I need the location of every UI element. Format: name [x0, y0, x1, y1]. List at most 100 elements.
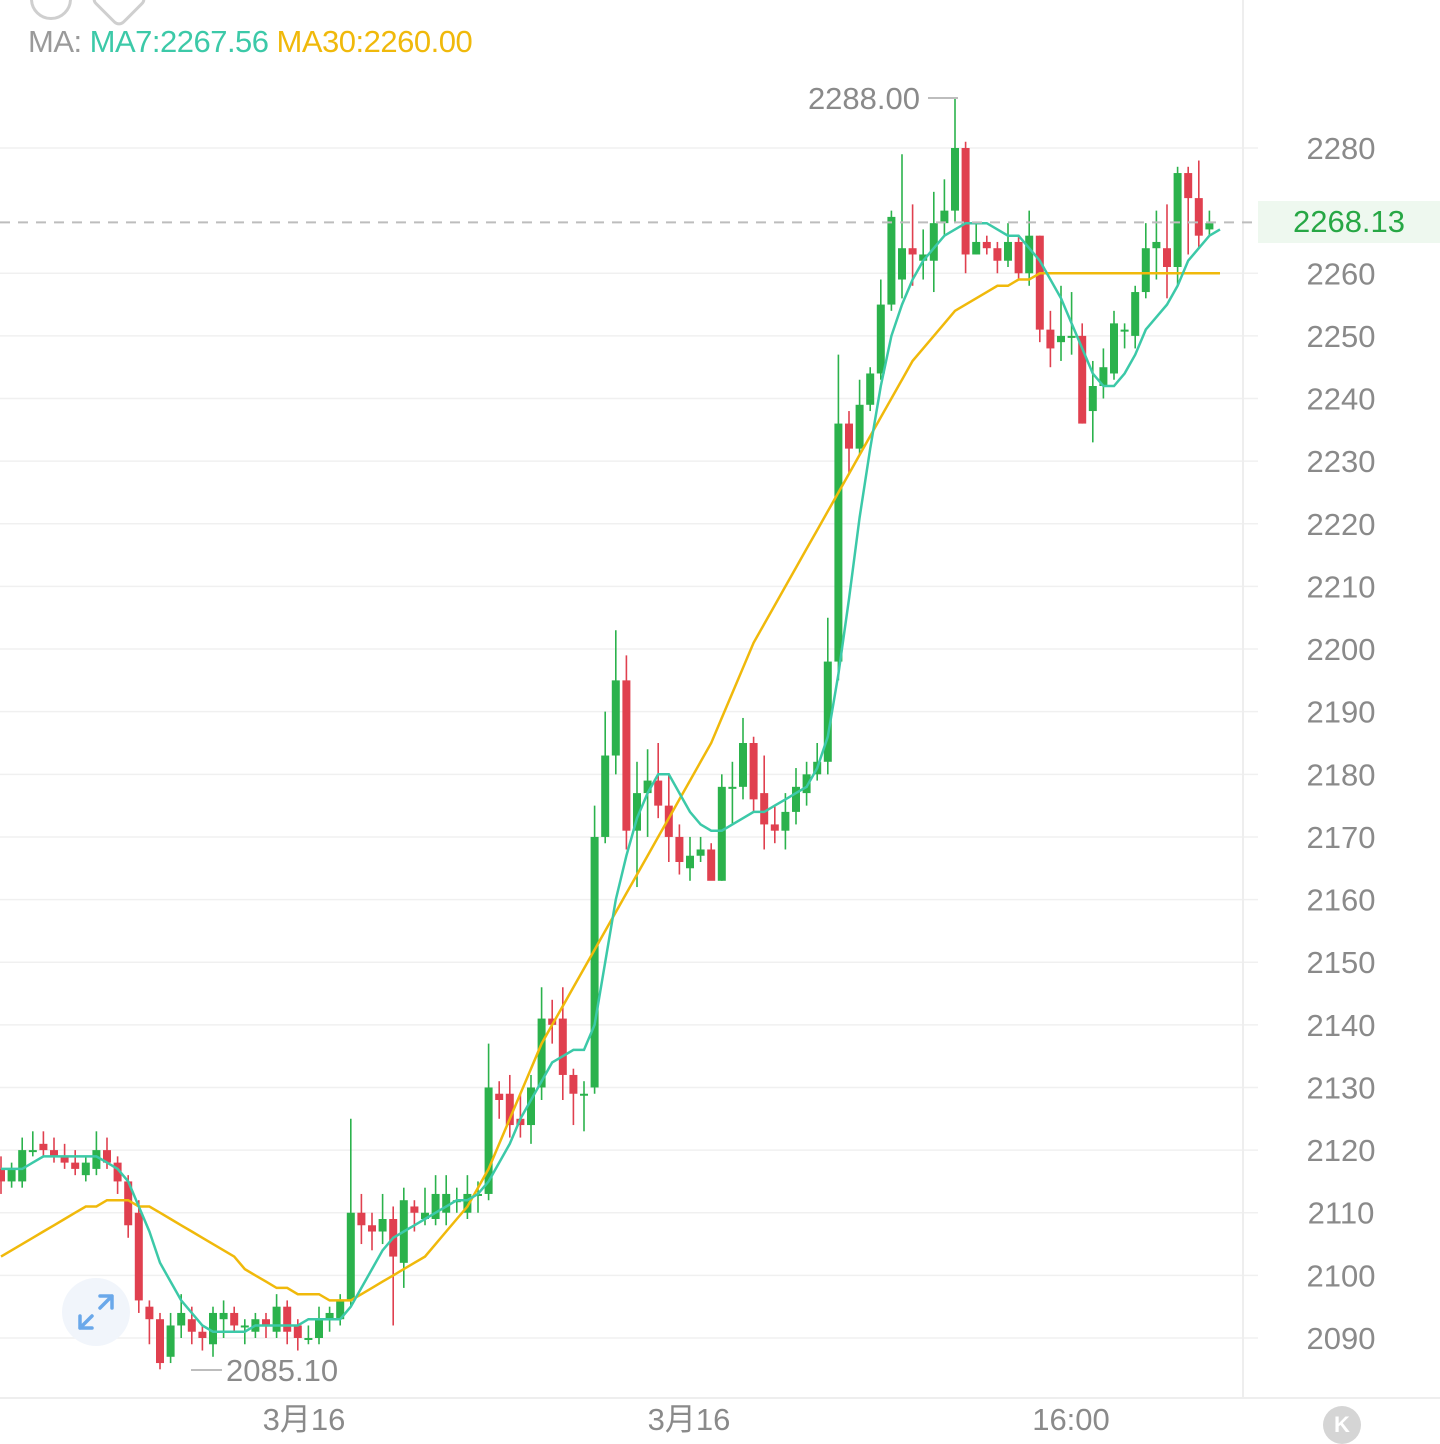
candle-body: [1057, 335, 1065, 343]
candle-body: [71, 1162, 80, 1169]
candle: [1131, 285, 1140, 349]
candle-body: [166, 1325, 175, 1357]
candle-body: [1046, 329, 1055, 349]
candle-body: [7, 1168, 16, 1182]
k-logo-icon[interactable]: K: [1323, 1406, 1361, 1444]
candle-body: [823, 661, 832, 762]
candle: [7, 1162, 16, 1188]
candle: [707, 843, 716, 881]
candle-body: [1184, 173, 1193, 199]
ma7-line: [1, 221, 1221, 1333]
candle: [739, 717, 747, 800]
candle-body: [633, 793, 641, 831]
price-axis: 2280 2260 2250 2240 2230 2220 2210 2200 2190 2180…: [1307, 131, 1376, 1356]
candle-body: [1163, 248, 1171, 267]
candle: [28, 1131, 37, 1157]
candle-body: [28, 1150, 37, 1153]
candle-body: [749, 743, 758, 800]
candle: [431, 1175, 440, 1226]
candle: [781, 793, 790, 850]
candle: [940, 179, 949, 236]
candle-body: [919, 254, 928, 261]
candle-body: [728, 786, 737, 789]
candle-body: [834, 423, 843, 662]
candle: [495, 1081, 504, 1119]
candle: [113, 1156, 122, 1194]
candle-body: [1035, 235, 1044, 330]
candle-body: [802, 774, 811, 794]
candle-body: [368, 1225, 376, 1232]
candle-body: [664, 805, 673, 837]
candle-body: [951, 148, 959, 211]
candle-body: [421, 1212, 429, 1219]
candle: [569, 1068, 578, 1126]
x-tick-label: 3月16: [263, 1402, 346, 1437]
candle: [802, 761, 811, 806]
candle: [1099, 348, 1108, 399]
candle: [134, 1200, 143, 1313]
candle-body: [18, 1150, 27, 1182]
candle: [368, 1212, 376, 1251]
low-marker: 2085.10: [191, 1353, 338, 1388]
candle-body: [1067, 335, 1076, 338]
candle: [399, 1187, 408, 1288]
high-marker: 2288.00: [808, 81, 958, 116]
candle-body: [686, 855, 694, 869]
candle-body: [293, 1325, 302, 1338]
candle: [505, 1074, 514, 1138]
candle-body: [760, 793, 769, 825]
candle-body: [463, 1193, 472, 1213]
candles: [0, 97, 1214, 1370]
y-tick-label: 2090: [1307, 1321, 1376, 1356]
y-tick-label: 2280: [1307, 131, 1376, 166]
candle: [908, 204, 917, 286]
candle-body: [908, 248, 917, 255]
candle: [823, 617, 832, 775]
candle: [961, 141, 970, 274]
candle-body: [156, 1319, 164, 1364]
candle-body: [1004, 241, 1012, 261]
candle: [1163, 204, 1171, 299]
candle: [272, 1294, 281, 1338]
candle: [18, 1137, 27, 1188]
candle-body: [304, 1338, 313, 1340]
candle-body: [60, 1156, 69, 1163]
candle-body: [272, 1306, 281, 1332]
y-tick-label: 2100: [1307, 1258, 1376, 1293]
candle: [50, 1137, 58, 1163]
candle: [1035, 235, 1044, 343]
candle-body: [654, 780, 663, 806]
current-price-tag: 2268.13: [1258, 201, 1440, 243]
candle: [919, 229, 928, 280]
candle-body: [1141, 248, 1150, 293]
candle-body: [548, 1018, 557, 1025]
candle: [717, 774, 726, 881]
candle-body: [972, 241, 981, 255]
candle-body: [1120, 329, 1129, 332]
candle: [993, 241, 1002, 274]
candle-body: [1194, 198, 1203, 236]
expand-button[interactable]: [62, 1278, 130, 1346]
candle: [622, 655, 631, 850]
y-tick-label: 2170: [1307, 820, 1376, 855]
candle: [834, 354, 843, 681]
candle-body: [1152, 241, 1161, 249]
candle-body: [611, 680, 620, 756]
candle: [951, 97, 959, 224]
candle-body: [527, 1087, 535, 1126]
candle-body: [1173, 173, 1182, 267]
candle: [749, 736, 758, 812]
y-tick-label: 2230: [1307, 444, 1376, 479]
candle: [866, 367, 875, 412]
candle-body: [1099, 367, 1108, 386]
candle: [198, 1325, 207, 1351]
x-tick-label: 16:00: [1032, 1402, 1110, 1437]
ma30-legend: MA30:2260.00: [276, 24, 473, 59]
candle-body: [505, 1093, 514, 1126]
candle-body: [1110, 323, 1118, 374]
ma7-legend: MA7:2267.56: [89, 24, 269, 59]
candle: [929, 191, 938, 293]
candle: [1120, 323, 1129, 349]
candle: [283, 1300, 292, 1345]
